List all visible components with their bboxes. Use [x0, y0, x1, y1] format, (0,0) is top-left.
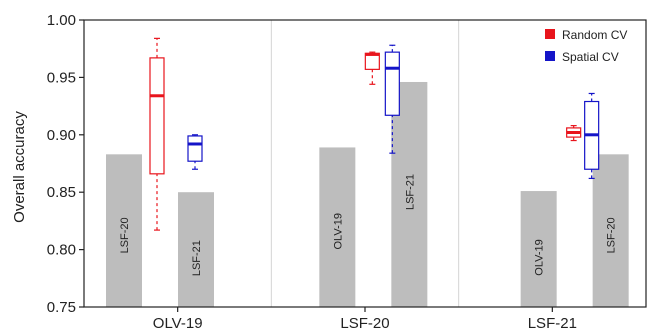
bar-label: LSF-20 [606, 217, 618, 253]
y-tick-label: 0.75 [47, 299, 76, 316]
legend-label: Spatial CV [562, 50, 619, 64]
boxplot [384, 44, 400, 154]
boxplot-layer [149, 37, 600, 231]
y-axis-title: Overall accuracy [11, 111, 28, 223]
legend: Random CV Spatial CV [545, 28, 627, 64]
boxplot [149, 37, 165, 231]
x-tick-label: LSF-20 [340, 315, 389, 332]
y-tick-label: 0.95 [47, 69, 76, 86]
y-tick-label: 0.85 [47, 184, 76, 201]
legend-label: Random CV [562, 28, 627, 42]
x-tick-label: LSF-21 [528, 315, 577, 332]
boxplot-box [187, 135, 203, 162]
bar [592, 154, 629, 307]
y-tick-label: 0.80 [47, 242, 76, 259]
boxplot [584, 92, 600, 180]
bar [319, 147, 356, 307]
bar-label: LSF-21 [191, 240, 203, 276]
bar [520, 191, 557, 307]
boxplot [566, 125, 582, 142]
bar-label: OLV-19 [534, 239, 546, 276]
legend-swatch [545, 29, 555, 39]
boxplot [364, 51, 380, 85]
bar-label: LSF-20 [119, 217, 131, 253]
bar [178, 192, 214, 307]
bar-layer: LSF-20 LSF-21 OLV-19 LSF-21 OLV-19 LSF-20 [106, 81, 629, 307]
legend-swatch [545, 51, 555, 61]
bar [106, 154, 142, 307]
y-tick-label: 1.00 [47, 12, 76, 29]
boxplot [187, 134, 203, 170]
y-tick-label: 0.90 [47, 127, 76, 144]
grid-layer [270, 20, 460, 307]
bar-label: LSF-21 [404, 174, 416, 210]
boxplot-box [149, 57, 165, 175]
boxplot-box [384, 51, 400, 116]
bar-label: OLV-19 [332, 213, 344, 250]
x-tick-label: OLV-19 [153, 315, 203, 332]
bar [391, 81, 428, 307]
